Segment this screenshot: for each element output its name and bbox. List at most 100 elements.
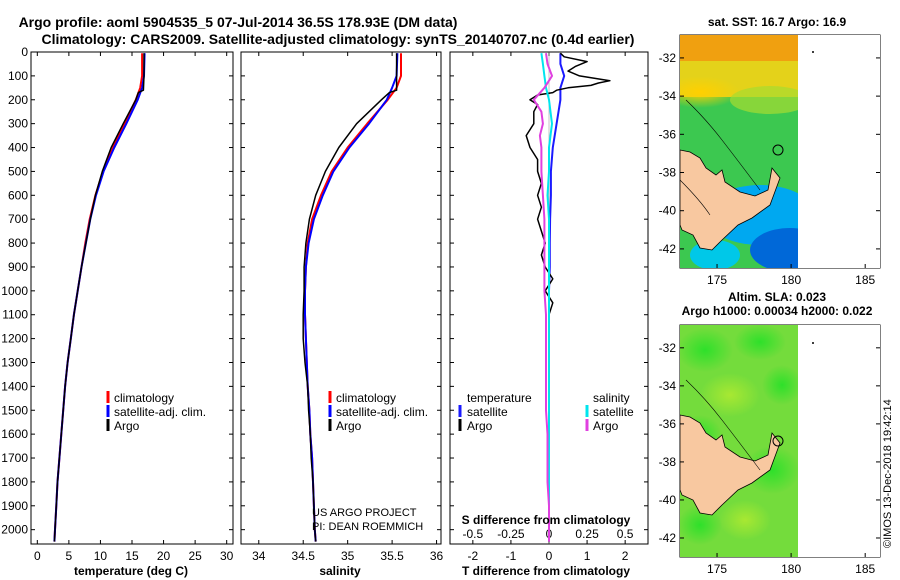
difference-legend: temperature satellite Argo salinity sate…	[458, 391, 634, 433]
s-tick-label: -0.5	[463, 527, 484, 541]
legend-label-argo: Argo	[114, 419, 140, 433]
sla-dot	[812, 342, 814, 344]
lon-tick-label: 175	[707, 273, 727, 287]
legend-label-climatology: climatology	[114, 391, 174, 405]
x-tick-label: 30	[220, 549, 234, 563]
depth-tick-label: 1600	[1, 427, 28, 441]
difference-top-label: S difference from climatology	[462, 513, 631, 527]
x-tick-label: 15	[125, 549, 139, 563]
lat-tick-label: -42	[659, 531, 677, 545]
depth-tick-label: 1400	[1, 379, 28, 393]
difference-series	[525, 52, 611, 544]
sst-cold-patch	[750, 228, 798, 268]
lat-tick-label: -36	[659, 127, 677, 141]
sst-hot-band	[680, 35, 798, 61]
x-tick-label: 25	[188, 549, 202, 563]
x-tick-label: -1	[506, 549, 517, 563]
legend-label-t-argo: Argo	[467, 419, 493, 433]
depth-tick-label: 1000	[1, 284, 28, 298]
temperature-panel: 0 5 10 15 20 25 30 temperature (deg C) climato…	[30, 51, 234, 578]
lat-tick-label: -36	[659, 417, 677, 431]
temperature-series	[53, 53, 146, 542]
lat-tick-label: -32	[659, 341, 677, 355]
legend-header-temperature: temperature	[467, 391, 532, 405]
sla-blob	[762, 365, 798, 405]
credit-project: US ARGO PROJECT	[312, 507, 417, 519]
x-tick-label: 0	[546, 549, 553, 563]
sst-map-ticks: -32 -34 -36 -38 -40 -42 175 180 185	[659, 51, 880, 287]
credit-pi: PI: DEAN ROEMMICH	[312, 521, 423, 533]
depth-tick-label: 1700	[1, 451, 28, 465]
depth-tick-label: 200	[8, 93, 28, 107]
temperature-legend: climatology satellite-adj. clim. Argo	[106, 391, 206, 433]
depth-tick-label: 900	[8, 260, 28, 274]
legend-label-argo: Argo	[336, 419, 362, 433]
sst-nodata	[798, 35, 880, 268]
lon-tick-label: 180	[781, 273, 801, 287]
depth-tick-label: 100	[8, 69, 28, 83]
lat-tick-label: -42	[659, 242, 677, 256]
depth-axis-labels: 0 100 200 300 400 500 600 700 800 900 1000 1100 1200…	[1, 45, 28, 537]
sst-map: sat. SST: 16.7 Argo: 16.9 -32 -34 -36 -38 -4…	[659, 15, 881, 287]
depth-tick-label: 700	[8, 212, 28, 226]
series-argo	[53, 53, 145, 542]
legend-label-climatology: climatology	[336, 391, 396, 405]
difference-xlabel: T difference from climatology	[462, 564, 630, 578]
x-tick-label: 0	[34, 549, 41, 563]
figure-subtitle: Climatology: CARS2009. Satellite-adjuste…	[42, 31, 635, 47]
s-tick-label: -0.25	[497, 527, 525, 541]
sla-blob	[680, 328, 733, 372]
depth-tick-label: 300	[8, 117, 28, 131]
x-tick-label: 34.5	[292, 549, 316, 563]
lat-tick-label: -38	[659, 455, 677, 469]
salinity-ticks: 34 34.5 35 35.5 36	[241, 51, 444, 563]
temperature-axes-frame	[30, 51, 234, 545]
x-tick-label: 20	[157, 549, 171, 563]
sla-argo-marker	[772, 435, 784, 447]
sla-map-subtitle: Argo h1000: 0.00034 h2000: 0.022	[682, 304, 873, 318]
legend-label-satellite: satellite-adj. clim.	[114, 405, 206, 419]
x-tick-label: 35	[341, 549, 355, 563]
x-tick-label: 36	[430, 549, 444, 563]
depth-tick-label: 0	[21, 45, 28, 59]
depth-tick-label: 800	[8, 236, 28, 250]
x-tick-label: 34	[252, 549, 266, 563]
x-tick-label: 2	[622, 549, 629, 563]
imos-stamp: ©IMOS 13-Dec-2018 19:42:14	[882, 399, 894, 548]
lat-tick-label: -34	[659, 379, 677, 393]
sla-blob	[719, 500, 771, 540]
salinity-series	[302, 53, 402, 542]
sst-lime-patch	[730, 86, 798, 114]
lat-tick-label: -34	[659, 89, 677, 103]
sst-argo-marker	[772, 144, 784, 156]
difference-panel: -2 -1 0 1 2-0.5 -0.25 0 0.25 0.5 T difference fr…	[449, 51, 649, 578]
sst-landmass	[679, 149, 781, 251]
legend-label-t-satellite: satellite	[467, 405, 508, 419]
salinity-legend: climatology satellite-adj. clim. Argo	[328, 391, 428, 433]
sla-map-title: Altim. SLA: 0.023	[728, 290, 826, 304]
x-tick-label: 35.5	[380, 549, 404, 563]
salinity-panel: 34 34.5 35 35.5 36 salinity climatology sate…	[240, 51, 444, 578]
series-salinity-satellite	[540, 53, 553, 530]
sst-map-title: sat. SST: 16.7 Argo: 16.9	[708, 15, 847, 29]
depth-tick-label: 500	[8, 164, 28, 178]
legend-label-s-argo: Argo	[593, 419, 619, 433]
sla-blob	[744, 446, 798, 494]
x-tick-label: -2	[468, 549, 479, 563]
series-argo	[302, 53, 398, 542]
depth-tick-label: 2000	[1, 523, 28, 537]
lon-tick-label: 175	[707, 562, 727, 576]
sla-landmass	[679, 414, 781, 516]
depth-tick-label: 1800	[1, 475, 28, 489]
sst-warm-patch	[680, 76, 740, 108]
sla-contour	[685, 379, 761, 471]
sla-map-ticks: -32 -34 -36 -38 -40 -42 175 180 185	[659, 341, 880, 576]
sst-contour-2	[679, 179, 711, 216]
lat-tick-label: -40	[659, 493, 677, 507]
salinity-axes-frame	[240, 51, 442, 545]
depth-tick-label: 1900	[1, 499, 28, 513]
depth-tick-label: 1200	[1, 332, 28, 346]
lon-tick-label: 180	[781, 562, 801, 576]
depth-tick-label: 1300	[1, 355, 28, 369]
